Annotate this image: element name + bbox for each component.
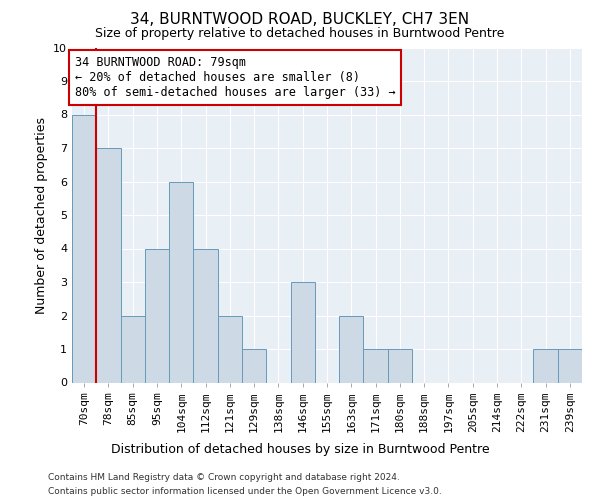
Text: Size of property relative to detached houses in Burntwood Pentre: Size of property relative to detached ho… (95, 28, 505, 40)
Bar (364, 349, 388, 382)
Bar (121, 316, 145, 382)
Text: 34, BURNTWOOD ROAD, BUCKLEY, CH7 3EN: 34, BURNTWOOD ROAD, BUCKLEY, CH7 3EN (130, 12, 470, 28)
Y-axis label: Number of detached properties: Number of detached properties (35, 116, 47, 314)
Bar (339, 316, 364, 382)
Bar (145, 248, 169, 382)
Bar (242, 349, 266, 382)
Bar (193, 248, 218, 382)
Bar (72, 114, 96, 382)
Bar (218, 316, 242, 382)
Text: 34 BURNTWOOD ROAD: 79sqm
← 20% of detached houses are smaller (8)
80% of semi-de: 34 BURNTWOOD ROAD: 79sqm ← 20% of detach… (75, 56, 395, 99)
Bar (169, 182, 193, 382)
Bar (558, 349, 582, 382)
Text: Contains HM Land Registry data © Crown copyright and database right 2024.: Contains HM Land Registry data © Crown c… (48, 472, 400, 482)
Bar (388, 349, 412, 382)
Bar (290, 282, 315, 382)
Text: Contains public sector information licensed under the Open Government Licence v3: Contains public sector information licen… (48, 488, 442, 496)
Bar (533, 349, 558, 382)
Text: Distribution of detached houses by size in Burntwood Pentre: Distribution of detached houses by size … (110, 442, 490, 456)
Bar (96, 148, 121, 382)
